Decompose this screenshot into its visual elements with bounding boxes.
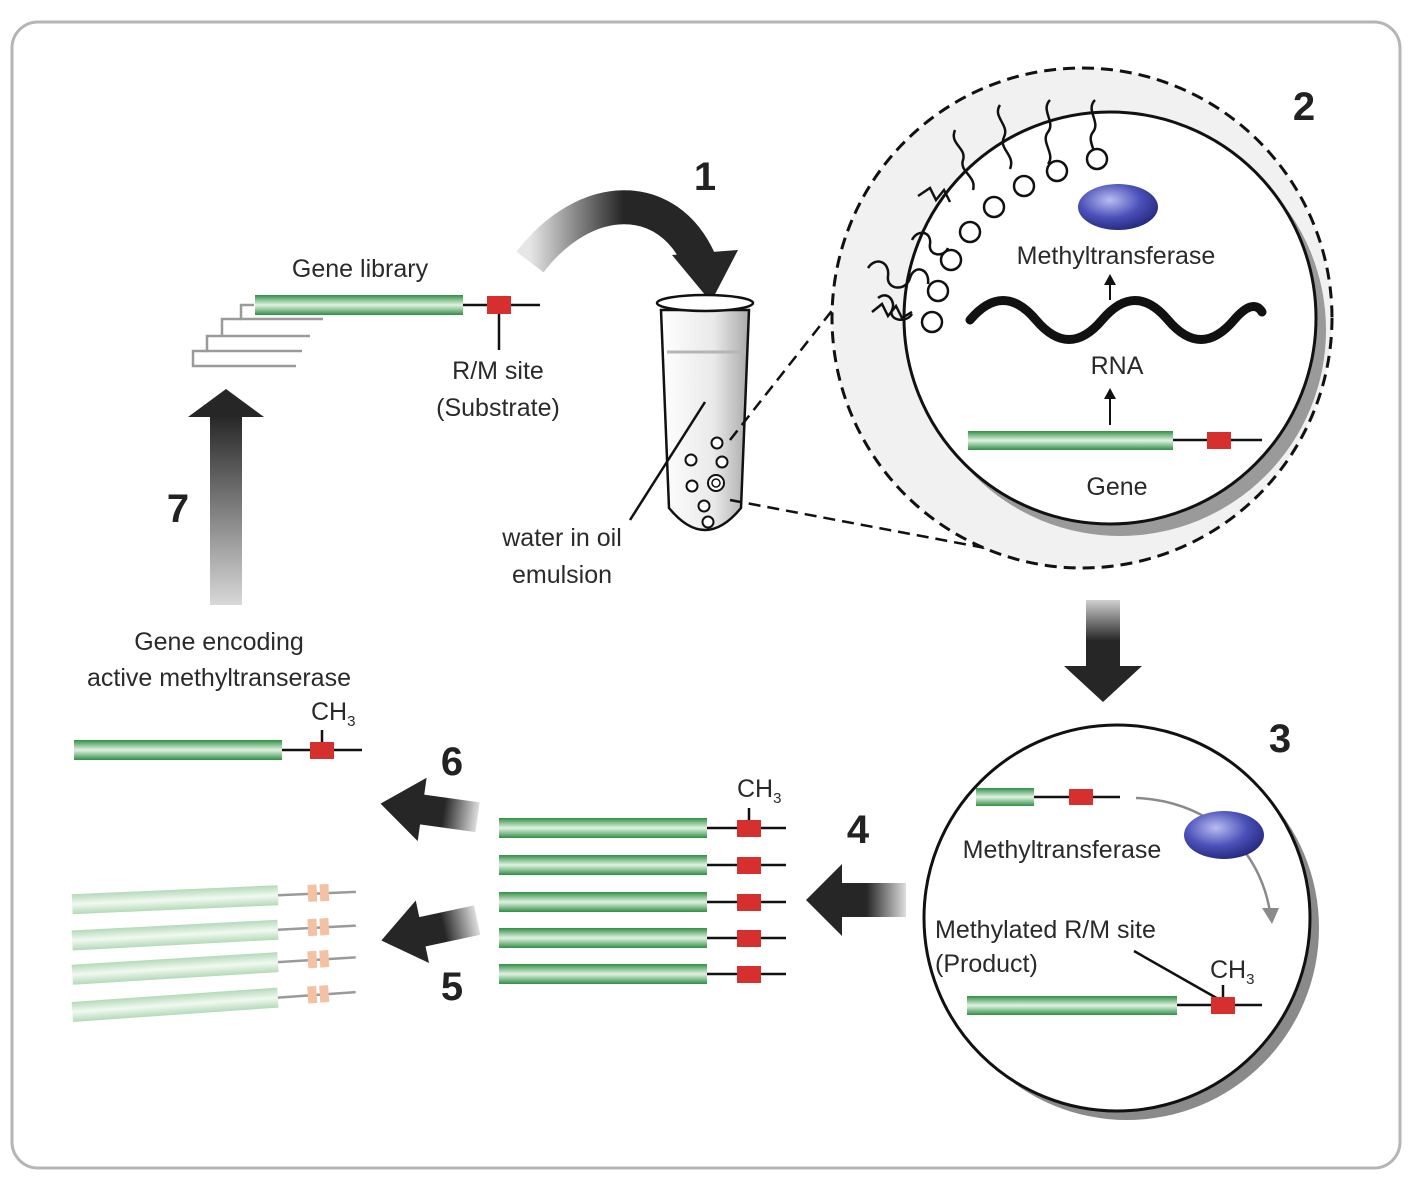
left-arrow-4 [806, 864, 906, 936]
step-3-number: 3 [1269, 717, 1291, 761]
gene-bar [499, 964, 707, 984]
rm-site-cut [319, 884, 330, 902]
gene-bar [499, 818, 707, 838]
result-title: Gene encoding [134, 628, 304, 656]
emulsion-label-line2: emulsion [512, 561, 612, 589]
gene-bar [71, 885, 279, 915]
step-7-number: 7 [167, 487, 189, 531]
selected-gene [74, 730, 362, 760]
emulsion-tube [628, 293, 755, 532]
rm-site [1207, 432, 1231, 449]
rm-site-label: R/M site [452, 357, 544, 385]
emulsion-label: water in oil [501, 524, 622, 552]
methyl-label: CH3 [737, 775, 781, 807]
droplet-detail [830, 66, 1334, 570]
step-2-number: 2 [1293, 85, 1315, 129]
gene-bar [976, 788, 1034, 806]
methyltransferase-enzyme [1078, 184, 1158, 230]
rm-site [1211, 997, 1235, 1014]
rm-site-cut [307, 884, 318, 902]
rm-site [487, 296, 511, 314]
rm-site [310, 742, 334, 759]
rm-site [737, 966, 761, 983]
gene-bar [255, 295, 463, 315]
reaction-enzyme-label: Methyltransferase [963, 836, 1162, 864]
gene-bar [74, 740, 282, 760]
down-arrow [1064, 600, 1142, 702]
rm-site [737, 857, 761, 874]
droplet-enzyme-label: Methyltransferase [1017, 242, 1216, 270]
droplet-gene-label: Gene [1086, 473, 1147, 501]
step-6-number: 6 [441, 740, 463, 784]
curved-arrow-1 [516, 190, 738, 302]
arrow-5 [381, 900, 481, 964]
gene-bar [71, 952, 279, 985]
arrow-7 [188, 389, 264, 605]
arrow-6 [380, 777, 480, 842]
rm-site-cut [319, 918, 330, 936]
methyl-label: CH3 [311, 698, 355, 730]
reaction-droplet [922, 723, 1319, 1120]
library-strand [191, 349, 296, 368]
gene-bar [499, 892, 707, 912]
gene-bar [71, 919, 279, 951]
library-strand [239, 303, 323, 321]
step-4-number: 4 [847, 808, 870, 852]
rm-site-substrate-label: (Substrate) [436, 394, 560, 422]
rm-site [737, 930, 761, 947]
gene-library-label: Gene library [292, 255, 429, 283]
rm-site [737, 894, 761, 911]
library-strand [205, 334, 302, 353]
methyltransferase-enzyme [1184, 811, 1264, 859]
result-title-line2: active methyltranserase [87, 664, 351, 692]
step-1-number: 1 [694, 155, 716, 199]
step-5-number: 5 [441, 965, 463, 1009]
droplet-rna-label: RNA [1091, 352, 1144, 380]
gene-bar [71, 987, 279, 1022]
rm-site-cut [307, 950, 318, 969]
rna-strand [965, 296, 1267, 344]
sorted-genes [499, 808, 786, 984]
gene-bar [967, 996, 1177, 1015]
digested-genes [71, 884, 356, 1022]
rm-site-cut [307, 985, 318, 1004]
gene-library: Gene library R/M site (Substrate) [191, 255, 560, 422]
rm-site-cut [307, 918, 318, 937]
product-label-line2: (Product) [935, 950, 1038, 978]
zoom-line [729, 498, 986, 550]
gene-bar [968, 431, 1173, 450]
rm-site [1069, 789, 1093, 805]
library-strand [220, 317, 310, 338]
rm-site-cut [319, 950, 330, 968]
rm-site-cut [319, 985, 330, 1003]
gene-bar [499, 928, 707, 948]
product-label: Methylated R/M site [935, 916, 1156, 944]
methyl-label: CH3 [1210, 956, 1254, 988]
rm-site [737, 820, 761, 837]
gene-bar [499, 855, 707, 875]
